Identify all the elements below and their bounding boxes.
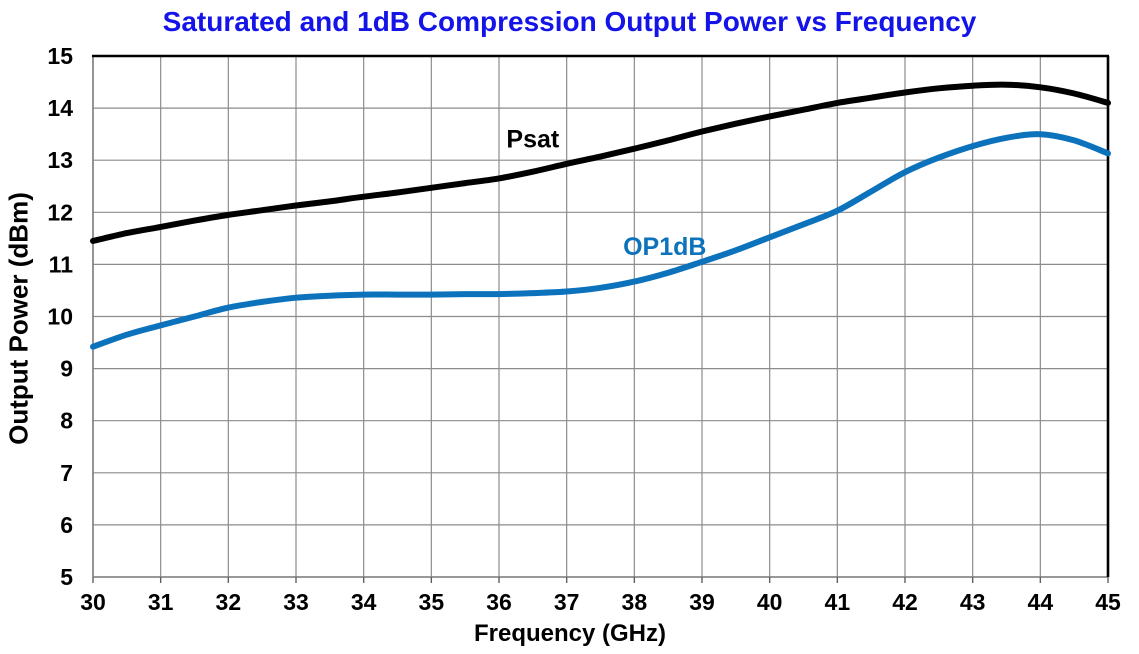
- chart-title: Saturated and 1dB Compression Output Pow…: [162, 6, 977, 37]
- x-axis-label: Frequency (GHz): [0, 620, 1139, 648]
- y-tick-label: 11: [49, 251, 74, 277]
- psat-curve: [90, 81, 1111, 244]
- x-tick-label: 32: [216, 589, 242, 615]
- x-tick-label: 45: [1095, 589, 1121, 615]
- y-tick-label: 13: [47, 147, 73, 173]
- op1db-series-label: OP1dB: [623, 233, 706, 261]
- y-tick-labels: 5 6 7 8 9 10 11 12 13 14 15: [47, 43, 73, 590]
- psat-series-label: Psat: [506, 125, 559, 153]
- x-tick-label: 42: [892, 589, 918, 615]
- x-tick-label: 38: [622, 589, 648, 615]
- op1db-curve: [90, 131, 1111, 350]
- x-tick-label: 35: [419, 589, 445, 615]
- y-tick-label: 15: [47, 43, 73, 69]
- x-tick-label: 37: [554, 589, 580, 615]
- x-tick-label: 36: [486, 589, 512, 615]
- y-tick-label: 7: [60, 460, 73, 486]
- x-tick-labels: 30 31 32 33 34 35 36 37 38 39 40 41 42 43 44 45: [80, 589, 1121, 615]
- x-axis-label-text: Frequency (GHz): [473, 620, 667, 647]
- y-tick-label: 14: [47, 95, 73, 121]
- y-tick-label: 8: [60, 408, 73, 434]
- y-tick-label: 10: [47, 304, 73, 330]
- y-tick-label: 5: [60, 564, 73, 590]
- x-tick-label: 33: [283, 589, 309, 615]
- x-tick-label: 41: [825, 589, 851, 615]
- y-tick-label: 9: [60, 356, 73, 382]
- x-tick-label: 44: [1028, 589, 1054, 615]
- x-tick-label: 30: [80, 589, 106, 615]
- x-tick-label: 39: [689, 589, 715, 615]
- y-tick-label: 6: [60, 512, 73, 538]
- y-axis-label: Output Power (dBm): [3, 192, 34, 445]
- y-tick-label: 12: [47, 199, 73, 225]
- gridlines: [92, 55, 1109, 578]
- plot-frame: [92, 54, 1110, 578]
- x-tick-label: 34: [351, 589, 377, 615]
- x-tick-label: 31: [148, 589, 174, 615]
- x-axis-ticks: [92, 577, 1109, 583]
- x-tick-label: 43: [960, 589, 986, 615]
- x-tick-label: 40: [757, 589, 783, 615]
